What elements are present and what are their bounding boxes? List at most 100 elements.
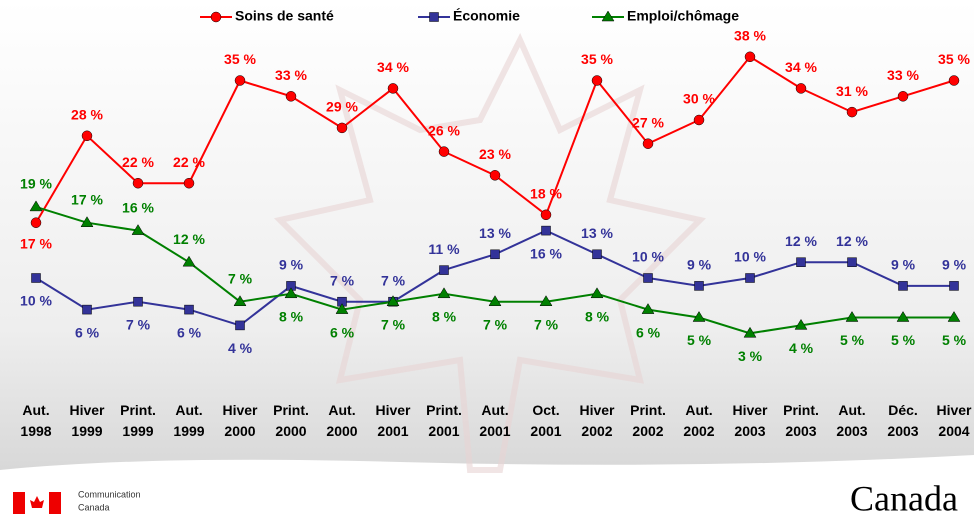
x-tick-label: Aut. 1999 [173, 402, 205, 439]
value-label: 34 % [377, 59, 409, 75]
marker [845, 311, 859, 322]
value-label: 7 % [381, 272, 406, 288]
value-label: 35 % [938, 51, 970, 67]
x-tick-label: Aut. 1998 [20, 402, 52, 439]
value-label: 30 % [683, 91, 715, 107]
value-label: 7 % [381, 316, 406, 332]
value-label: 13 % [581, 225, 613, 241]
value-label: 27 % [632, 114, 664, 130]
value-label: 7 % [228, 270, 253, 286]
value-label: 7 % [483, 316, 508, 332]
value-label: 8 % [279, 309, 304, 325]
marker [591, 75, 603, 86]
value-label: 12 % [173, 231, 205, 247]
marker [234, 75, 246, 86]
value-label: 22 % [122, 154, 154, 170]
marker [745, 273, 755, 283]
marker [592, 249, 602, 260]
marker [132, 177, 144, 189]
value-label: 6 % [177, 324, 202, 340]
marker [183, 177, 195, 189]
value-label: 9 % [279, 257, 304, 273]
value-label: 35 % [581, 51, 613, 67]
marker [386, 295, 400, 306]
marker [131, 224, 145, 235]
value-label: 31 % [836, 83, 868, 99]
wordmark: Canada [850, 478, 958, 518]
legend-label: Économie [453, 8, 520, 24]
value-label: 12 % [836, 233, 868, 249]
marker [743, 326, 757, 338]
value-label: 4 % [789, 340, 814, 356]
marker [133, 296, 143, 307]
marker [847, 257, 857, 267]
marker [437, 287, 451, 299]
x-tick-label: Hiver 2001 [375, 402, 411, 439]
marker [30, 217, 42, 228]
value-label: 5 % [687, 332, 712, 348]
value-label: 9 % [687, 257, 712, 273]
value-label: 8 % [432, 309, 457, 325]
x-tick-label: Print. 2002 [630, 402, 666, 439]
marker [794, 318, 808, 330]
marker [489, 170, 501, 181]
x-tick-label: Hiver 2004 [936, 402, 972, 439]
value-label: 10 % [734, 249, 766, 265]
marker [184, 304, 194, 315]
department: Communication [78, 489, 141, 499]
x-tick-label: Print. 2000 [273, 402, 309, 439]
flag [13, 492, 61, 514]
marker [590, 287, 604, 299]
marker [285, 91, 297, 102]
value-label: 22 % [173, 154, 205, 170]
marker [796, 257, 806, 267]
marker [795, 83, 807, 94]
department: Canada [78, 502, 110, 512]
marker [235, 320, 245, 331]
value-label: 5 % [942, 332, 967, 348]
value-label: 26 % [428, 122, 460, 138]
marker [488, 295, 502, 306]
marker [693, 114, 705, 126]
value-label: 29 % [326, 99, 358, 115]
x-tick-label: Aut. 2000 [326, 402, 358, 439]
value-label: 33 % [275, 67, 307, 83]
value-label: 11 % [428, 241, 460, 257]
value-label: 9 % [891, 257, 916, 273]
marker [898, 281, 908, 291]
marker [643, 273, 653, 283]
value-label: 7 % [534, 316, 559, 332]
marker [949, 281, 959, 291]
value-label: 5 % [840, 332, 865, 348]
marker [29, 200, 43, 212]
value-label: 16 % [122, 199, 154, 215]
marker [490, 249, 500, 260]
value-label: 17 % [20, 235, 52, 251]
marker [744, 51, 756, 63]
marker [846, 106, 858, 118]
value-label: 34 % [785, 59, 817, 75]
x-tick-label: Oct. 2001 [530, 402, 562, 439]
x-tick-label: Aut. 2002 [683, 402, 715, 439]
value-label: 4 % [228, 340, 253, 356]
value-label: 8 % [585, 309, 610, 325]
value-label: 18 % [530, 186, 562, 202]
marker [694, 281, 704, 291]
marker [947, 311, 961, 322]
marker [387, 83, 399, 94]
marker [82, 304, 92, 315]
x-tick-label: Hiver 1999 [69, 402, 105, 439]
x-tick-label: Hiver 2000 [222, 402, 258, 439]
legend-marker [429, 12, 439, 22]
legend-marker [210, 11, 222, 23]
value-label: 38 % [734, 28, 766, 44]
x-tick-label: Print. 2001 [426, 402, 462, 439]
marker [540, 209, 552, 221]
marker [438, 146, 450, 157]
value-label: 7 % [330, 272, 355, 288]
legend-marker [601, 10, 615, 22]
value-label: 5 % [891, 332, 916, 348]
value-label: 35 % [224, 51, 256, 67]
marker [692, 311, 706, 322]
